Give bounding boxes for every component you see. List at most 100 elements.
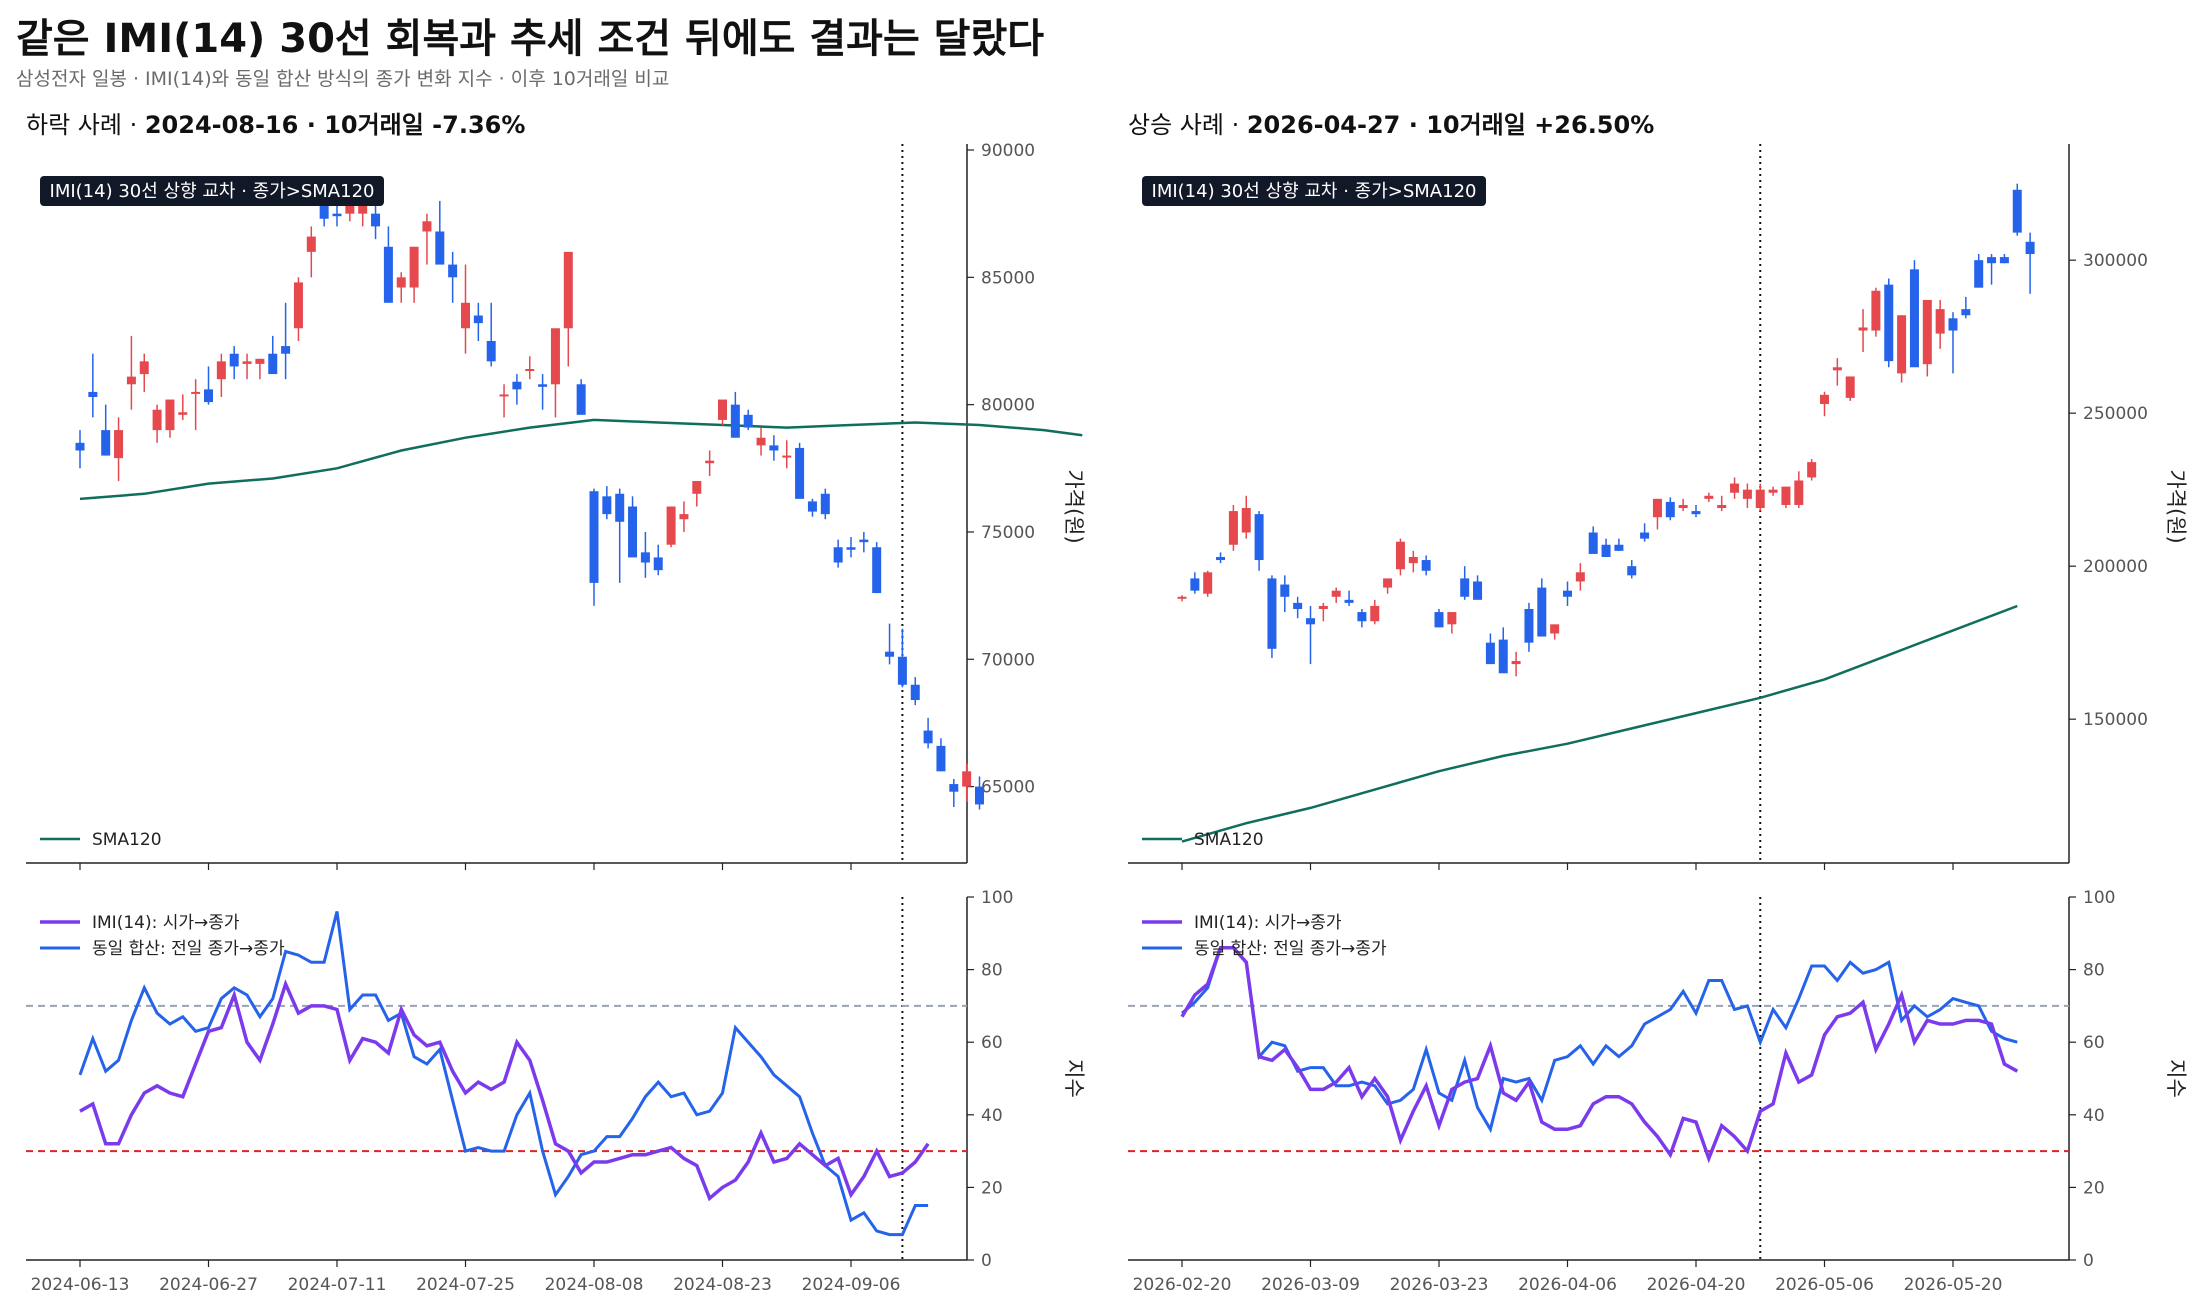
price-tick-label: 80000	[981, 396, 1035, 416]
candle	[1897, 315, 1907, 383]
candle	[1717, 495, 1727, 512]
candle	[1948, 312, 1958, 374]
candle-body	[1575, 572, 1585, 582]
x-tick-label: 2024-08-08	[545, 1275, 644, 1295]
x-tick-label: 2026-05-20	[1904, 1275, 2003, 1295]
candle	[229, 346, 239, 380]
candle	[897, 628, 907, 688]
candle-body	[1897, 315, 1907, 374]
chart-panel-left: 하락 사례 · 2024-08-16 · 10거래일 -7.36% 65000 70…	[26, 111, 1086, 1295]
candle	[1434, 609, 1444, 628]
candle-body	[1460, 578, 1470, 597]
candle	[1511, 651, 1521, 677]
candle	[242, 353, 252, 380]
candle	[1447, 612, 1457, 634]
candle	[962, 763, 972, 802]
candle-body	[615, 493, 625, 522]
candle-body	[461, 302, 470, 329]
candle	[191, 379, 201, 431]
candle	[1473, 575, 1483, 600]
candle-body	[718, 399, 727, 420]
candle-body	[1511, 661, 1521, 665]
candle	[1370, 599, 1380, 625]
candle-body	[486, 340, 496, 362]
legend-label-sma: SMA120	[1194, 830, 1264, 850]
candle	[1331, 587, 1341, 603]
candle	[499, 384, 509, 418]
candle-body	[1665, 501, 1675, 518]
candle	[1575, 563, 1585, 591]
candle	[2012, 183, 2022, 236]
x-tick-label: 2024-08-23	[673, 1275, 772, 1295]
candle	[1254, 511, 1264, 571]
candle	[666, 506, 676, 548]
candle-body	[1280, 584, 1290, 597]
candle	[525, 356, 535, 380]
candle-body	[2025, 241, 2035, 255]
candle-body	[1807, 462, 1817, 478]
candle-body	[512, 381, 522, 390]
candle	[409, 246, 419, 303]
candle-body	[268, 353, 278, 375]
close-index-line	[78, 911, 929, 1237]
candle-body	[499, 394, 509, 397]
candle-body	[589, 491, 599, 583]
price-axis-label: 가격(원)	[1062, 469, 1086, 543]
candle-body	[319, 206, 329, 219]
candle	[1190, 572, 1200, 594]
panel-title-detail: 2026-04-27 · 10거래일 +26.50%	[1247, 111, 1654, 139]
candle	[1280, 575, 1290, 613]
candle	[885, 623, 895, 665]
candle	[602, 486, 612, 520]
candle	[306, 226, 316, 278]
candle-body	[807, 501, 817, 512]
candle-body	[1241, 508, 1251, 533]
candle	[1730, 477, 1740, 499]
candle-body	[332, 213, 342, 217]
sma120-line	[79, 418, 1083, 501]
candle	[1832, 358, 1842, 386]
candle-body	[1370, 605, 1380, 622]
candle-body	[1254, 514, 1264, 561]
candle	[152, 404, 162, 443]
candle	[1318, 602, 1328, 622]
candle-body	[1408, 556, 1418, 564]
signal-badge	[1142, 176, 1486, 206]
candle-body	[949, 784, 959, 792]
candle	[1781, 486, 1791, 509]
candle	[88, 353, 98, 418]
candle-body	[281, 346, 291, 354]
candle	[1987, 254, 1997, 285]
candle	[204, 366, 213, 405]
candle-body	[1832, 367, 1842, 371]
candle-body	[1306, 618, 1315, 625]
candle	[178, 394, 188, 420]
candle	[1768, 486, 1778, 496]
candle-body	[538, 384, 548, 387]
candle-body	[371, 213, 381, 227]
x-tick-label: 2024-06-13	[31, 1275, 130, 1295]
candle	[1357, 609, 1367, 628]
candle	[640, 531, 650, 578]
candle-body	[255, 358, 265, 364]
candle	[281, 302, 291, 380]
index-tick-label: 60	[981, 1033, 1003, 1053]
price-tick-label: 85000	[981, 268, 1035, 288]
candle-body	[114, 430, 124, 459]
candle-body	[152, 409, 162, 431]
candle-body	[242, 361, 252, 364]
candle-body	[229, 353, 239, 367]
candle	[1935, 299, 1945, 349]
legend-label-close-index: 동일 합산: 전일 종가→종가	[1194, 939, 1387, 959]
candle-body	[1331, 590, 1341, 597]
candle-body	[126, 376, 136, 385]
candle	[628, 496, 638, 558]
candle-body	[1318, 605, 1328, 610]
imi-line	[1180, 946, 2019, 1164]
candle	[1794, 471, 1804, 509]
candle-body	[1550, 624, 1560, 634]
candle-body	[293, 282, 303, 329]
candle	[769, 435, 779, 461]
candle-body	[1730, 483, 1740, 493]
price-axis-label: 가격(원)	[2164, 469, 2188, 543]
